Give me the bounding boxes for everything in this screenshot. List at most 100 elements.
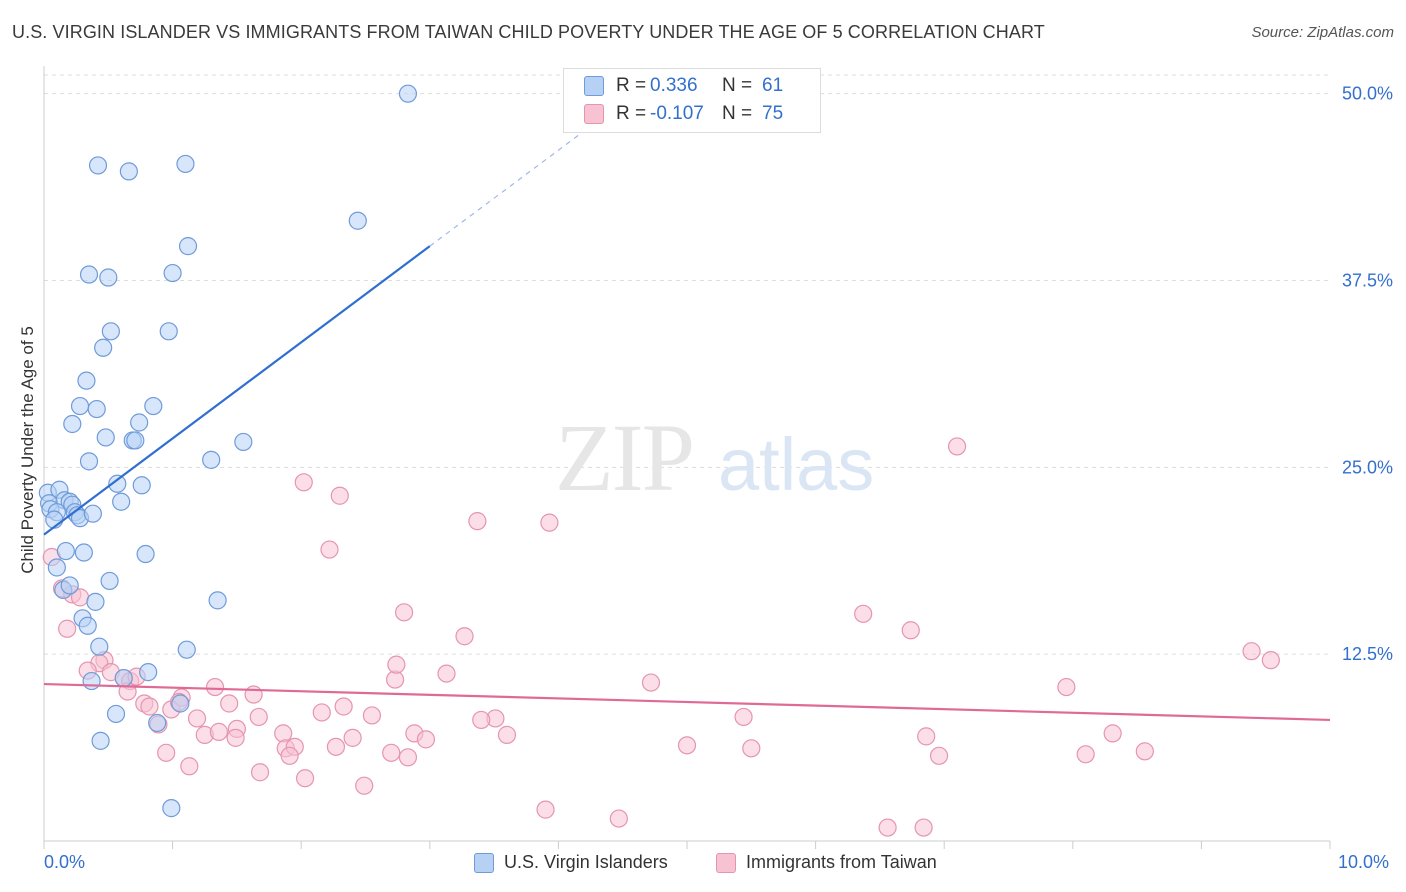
virgin-islanders-point-58 <box>171 694 190 713</box>
taiwan-point-47 <box>330 486 349 505</box>
taiwan-point-42 <box>416 730 436 749</box>
series-us-virgin-islanders <box>38 84 418 818</box>
legend-row-taiwan: R = -0.107 N = 75 <box>584 102 783 126</box>
virgin-islanders-point-55 <box>82 671 101 691</box>
virgin-islanders-point-56 <box>106 704 126 724</box>
virgin-islanders-point-46 <box>60 576 79 595</box>
taiwan-point-33 <box>280 746 299 765</box>
legend-row-virgin-islanders: R = 0.336 N = 61 <box>584 74 783 98</box>
virgin-islanders-point-42 <box>136 544 155 564</box>
virgin-islanders-point-37 <box>83 504 102 523</box>
taiwan-point-64 <box>901 621 920 640</box>
virgin-islanders-point-41 <box>74 543 93 562</box>
taiwan-point-50 <box>540 513 559 532</box>
y-axis-label-container: Child Poverty Under the Age of 5 <box>16 300 40 600</box>
taiwan-point-66 <box>929 746 949 765</box>
n-label: N = <box>722 103 753 124</box>
x-tick-label-max: 10.0% <box>1338 852 1390 872</box>
taiwan-point-76 <box>878 818 897 837</box>
taiwan-point-22 <box>187 709 207 728</box>
taiwan-point-71 <box>1135 742 1154 761</box>
taiwan-point-26 <box>226 728 245 747</box>
virgin-islanders-point-10 <box>159 322 178 341</box>
virgin-islanders-point-0 <box>398 84 418 103</box>
legend-swatch-blue <box>474 852 494 873</box>
legend-item-taiwan: Immigrants from Taiwan <box>716 852 937 873</box>
r-label: R = <box>616 103 647 124</box>
watermark: ZIP atlas <box>555 404 874 511</box>
y-tick-label-0: 12.5% <box>1342 644 1393 664</box>
virgin-islanders-point-12 <box>77 371 96 390</box>
taiwan-point-30 <box>274 724 293 743</box>
taiwan-point-65 <box>917 727 936 746</box>
y-tick-labels: 12.5% 25.0% 37.5% 50.0% <box>1342 84 1393 664</box>
virgin-islanders-point-6 <box>79 265 99 284</box>
virgin-islanders-point-16 <box>63 414 82 434</box>
virgin-islanders-point-25 <box>108 474 127 493</box>
correlation-legend: R = 0.336 N = 61 R = -0.107 N = 75 <box>563 68 821 133</box>
taiwan-point-51 <box>394 603 414 622</box>
virgin-islanders-point-47 <box>86 592 105 611</box>
taiwan-point-34 <box>312 703 331 722</box>
taiwan-point-55 <box>437 664 456 683</box>
trend-line-virgin-islanders-extension <box>429 130 585 247</box>
taiwan-point-54 <box>387 655 406 674</box>
virgin-islanders-point-43 <box>47 558 66 577</box>
virgin-islanders-point-9 <box>101 322 120 341</box>
virgin-islanders-point-38 <box>112 492 131 511</box>
virgin-islanders-point-54 <box>114 668 133 688</box>
virgin-islanders-point-44 <box>100 571 119 591</box>
taiwan-point-24 <box>209 722 228 741</box>
taiwan-point-14 <box>140 697 159 716</box>
taiwan-point-57 <box>472 710 491 730</box>
gridlines <box>44 74 1330 655</box>
legend-item-virgin-islanders: U.S. Virgin Islanders <box>474 852 668 873</box>
virgin-islanders-point-50 <box>78 616 97 635</box>
chart-title: U.S. VIRGIN ISLANDER VS IMMIGRANTS FROM … <box>12 22 1045 42</box>
virgin-islanders-point-52 <box>177 640 196 659</box>
legend-swatch-pink <box>584 104 604 124</box>
virgin-islanders-point-13 <box>70 396 90 416</box>
n-value: 61 <box>762 75 784 96</box>
n-label: N = <box>722 75 753 96</box>
y-axis-label: Child Poverty Under the Age of 5 <box>18 326 37 574</box>
taiwan-point-72 <box>1242 642 1261 661</box>
legend-swatch-pink <box>716 852 736 873</box>
y-tick-label-3: 50.0% <box>1342 84 1393 104</box>
virgin-islanders-point-1 <box>88 156 108 175</box>
legend-label: U.S. Virgin Islanders <box>504 852 668 872</box>
taiwan-point-60 <box>677 736 697 755</box>
virgin-islanders-point-53 <box>139 663 158 682</box>
taiwan-point-39 <box>382 743 401 762</box>
virgin-islanders-point-60 <box>162 799 181 818</box>
taiwan-point-40 <box>398 748 418 767</box>
virgin-islanders-point-3 <box>176 154 195 174</box>
virgin-islanders-point-48 <box>208 591 227 610</box>
taiwan-point-63 <box>854 604 873 623</box>
taiwan-point-43 <box>295 769 315 788</box>
legend-swatch-blue <box>584 76 604 96</box>
taiwan-point-28 <box>180 757 199 776</box>
taiwan-point-27 <box>157 743 176 762</box>
axes <box>43 66 1331 849</box>
virgin-islanders-point-51 <box>90 637 109 656</box>
source-credit: Source: ZipAtlas.com <box>1251 24 1394 41</box>
taiwan-point-77 <box>914 818 933 837</box>
x-tick-label-min: 0.0% <box>44 852 86 872</box>
trend-line-taiwan <box>43 682 1331 722</box>
taiwan-point-18 <box>205 677 225 697</box>
virgin-islanders-point-40 <box>56 541 75 561</box>
taiwan-point-52 <box>455 627 474 646</box>
taiwan-point-44 <box>355 776 374 795</box>
series-immigrants-from-taiwan <box>42 437 1280 837</box>
taiwan-point-70 <box>1103 724 1122 743</box>
virgin-islanders-point-5 <box>178 237 198 256</box>
virgin-islanders-point-11 <box>94 338 113 357</box>
virgin-islanders-point-20 <box>126 431 145 450</box>
taiwan-point-73 <box>1261 651 1280 670</box>
taiwan-point-68 <box>1057 677 1076 697</box>
taiwan-point-62 <box>742 739 761 758</box>
taiwan-point-69 <box>1076 745 1095 764</box>
virgin-islanders-point-15 <box>144 396 163 416</box>
